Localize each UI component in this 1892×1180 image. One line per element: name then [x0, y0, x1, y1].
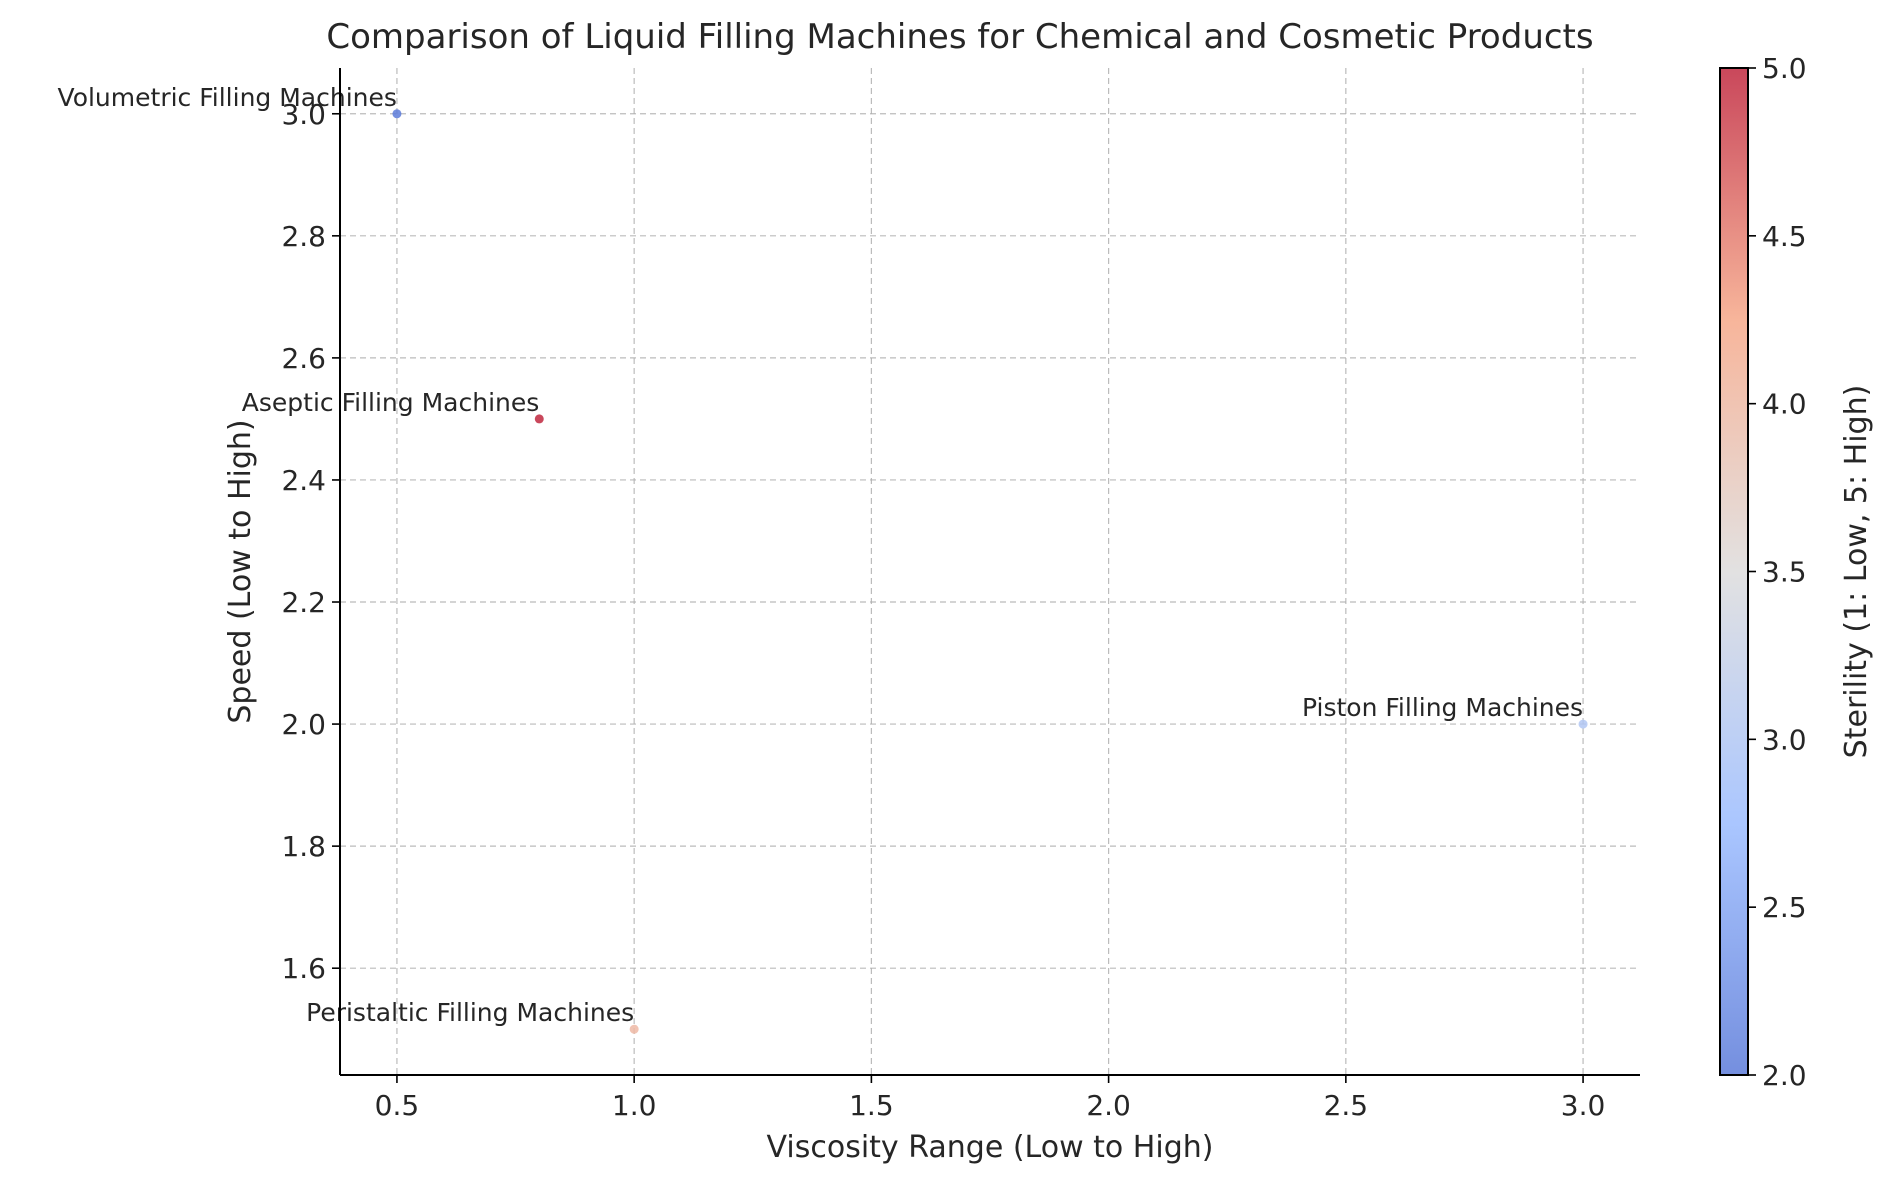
colorbar: 2.0 2.5 3.0 3.5 4.0 4.5 5.0	[1719, 52, 1807, 1092]
data-point-label: Aseptic Filling Machines	[242, 388, 540, 417]
data-point	[392, 109, 402, 119]
x-axis-label: Viscosity Range (Low to High)	[767, 1130, 1214, 1165]
y-tick-label: 2.0	[281, 708, 326, 741]
y-tick-label: 2.4	[281, 464, 326, 497]
colorbar-tick-label: 2.0	[1762, 1059, 1807, 1092]
y-tick-label: 2.6	[281, 342, 326, 375]
data-point	[629, 1024, 639, 1034]
colorbar-tick-label: 3.0	[1762, 723, 1807, 756]
y-tick-label: 1.8	[281, 830, 326, 863]
x-tick-label: 2.5	[1324, 1089, 1369, 1122]
x-tick-label: 1.0	[612, 1089, 657, 1122]
colorbar-tick-label: 3.5	[1762, 556, 1807, 589]
y-tick-label: 3.0	[281, 98, 326, 131]
x-tick-label: 0.5	[375, 1089, 420, 1122]
data-point	[1578, 719, 1588, 729]
colorbar-tick-label: 2.5	[1762, 891, 1807, 924]
y-tick-label: 1.6	[281, 952, 326, 985]
x-tick-label: 3.0	[1561, 1089, 1606, 1122]
x-tick-label: 1.5	[849, 1089, 894, 1122]
axes: 0.5 1.0 1.5 2.0 2.5 3.0 1.6 1.8 2.0 2.2 2.4 2.6 2.8 3…	[281, 68, 1640, 1122]
data-point-label: Piston Filling Machines	[1302, 693, 1583, 722]
colorbar-tick-label: 5.0	[1762, 52, 1807, 85]
chart-title: Comparison of Liquid Filling Machines fo…	[326, 17, 1593, 57]
data-point	[534, 414, 544, 424]
data-point-label: Volumetric Filling Machines	[58, 83, 397, 112]
colorbar-label: Sterility (1: Low, 5: High)	[1839, 385, 1874, 759]
y-axis-label: Speed (Low to High)	[223, 419, 258, 723]
grid	[340, 68, 1640, 1075]
colorbar-gradient	[1720, 68, 1748, 1075]
x-tick-label: 2.0	[1086, 1089, 1131, 1122]
colorbar-tick-label: 4.5	[1762, 220, 1807, 253]
y-tick-label: 2.2	[281, 586, 326, 619]
data-point-label: Peristaltic Filling Machines	[306, 998, 634, 1027]
y-tick-label: 2.8	[281, 220, 326, 253]
colorbar-tick-label: 4.0	[1762, 388, 1807, 421]
